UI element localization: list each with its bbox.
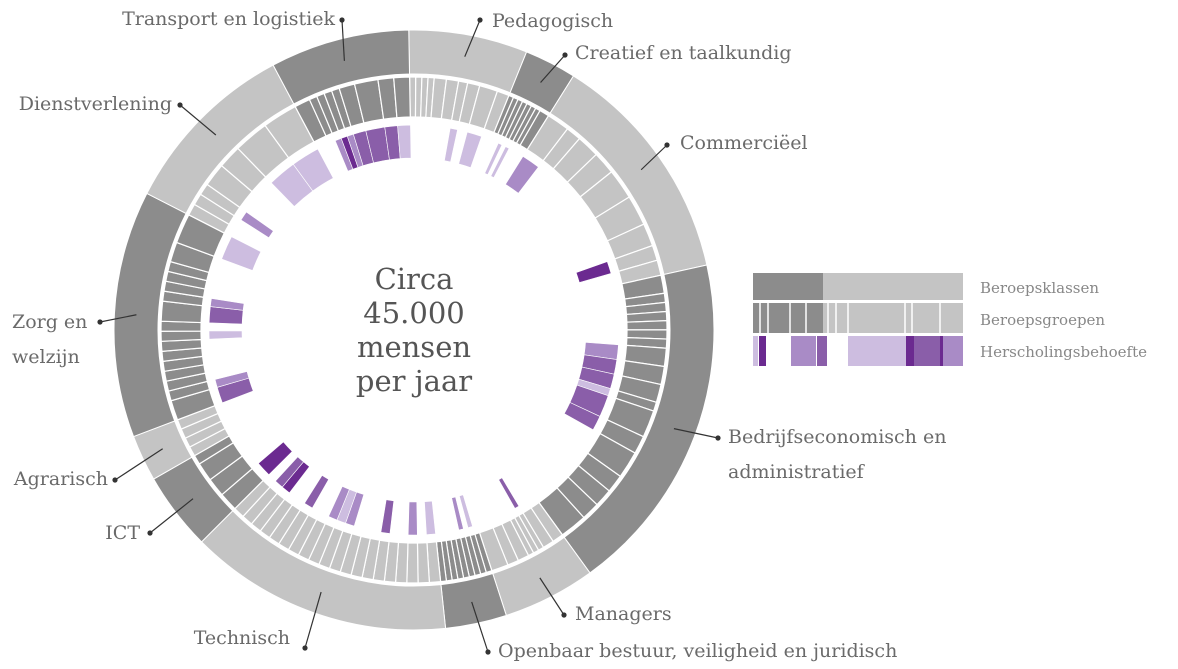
need-arc	[444, 127, 458, 163]
legend-graphic	[753, 273, 963, 366]
legend-swatch	[940, 336, 943, 366]
class-label: Bedrijfseconomisch en administratief	[728, 426, 947, 483]
legend-swatch	[823, 303, 963, 333]
leader-line	[539, 577, 565, 616]
class-label: Technisch	[193, 627, 290, 649]
legend-swatch	[791, 336, 816, 366]
need-arc	[458, 131, 482, 168]
need-arc	[490, 146, 510, 179]
leader-dot	[477, 17, 483, 23]
need-arc	[484, 142, 503, 176]
leader-dot	[561, 612, 567, 618]
need-arc	[407, 501, 418, 536]
class-label: Managers	[575, 603, 672, 625]
leader-line	[99, 314, 137, 323]
legend-swatch	[914, 336, 940, 366]
need-arc	[424, 500, 436, 535]
leader-line	[304, 591, 322, 649]
legend-swatch	[943, 336, 963, 366]
legend-swatch	[753, 303, 823, 333]
leader-line	[640, 144, 668, 171]
center-text: Circa 45.000 mensen per jaar	[355, 262, 473, 398]
legend-swatch	[753, 336, 758, 366]
class-label: Zorg en welzijn	[12, 311, 88, 368]
group-arc	[393, 76, 411, 119]
legend-swatch	[848, 336, 906, 366]
group-arc	[416, 541, 431, 584]
legend-swatch	[753, 273, 823, 300]
leader-dot	[177, 102, 183, 108]
leader-dot	[485, 649, 491, 655]
leader-dot	[147, 530, 153, 536]
need-arc	[304, 474, 330, 509]
class-label: Creatief en taalkundig	[575, 42, 792, 64]
need-arc	[458, 494, 473, 529]
leader-line	[673, 428, 719, 439]
need-arc	[214, 371, 250, 388]
group-arc	[160, 330, 202, 342]
legend-label: Beroepsklassen	[980, 279, 1100, 297]
class-label: Pedagogisch	[492, 10, 614, 32]
legend-swatch	[817, 336, 827, 366]
legend-dividers	[759, 303, 941, 333]
need-arc	[240, 211, 274, 239]
need-arc	[451, 496, 464, 531]
class-arc	[272, 29, 411, 105]
group-arc	[406, 542, 419, 584]
leader-line	[471, 601, 489, 653]
legend-swatch	[906, 336, 914, 366]
leader-dot	[664, 142, 670, 148]
leader-dot	[112, 477, 118, 483]
leader-line	[179, 104, 217, 136]
need-arc	[397, 124, 412, 159]
class-label: Commerciëel	[680, 132, 808, 154]
class-label: ICT	[105, 522, 140, 544]
need-arc	[575, 261, 612, 283]
need-arc	[380, 499, 395, 534]
leader-line	[341, 19, 345, 61]
need-arc	[505, 155, 539, 194]
legend-swatch	[823, 273, 963, 300]
need-arc	[221, 236, 262, 271]
class-label: Agrarisch	[13, 468, 108, 490]
group-arc	[626, 320, 668, 331]
leader-line	[464, 19, 481, 57]
leader-dot	[97, 319, 103, 325]
class-label: Openbaar bestuur, veiligheid en juridisc…	[498, 640, 898, 662]
leader-line	[114, 448, 163, 481]
need-arc	[292, 148, 334, 192]
need-arc	[210, 298, 245, 311]
need-arc	[328, 485, 350, 521]
leader-dot	[562, 52, 568, 58]
legend-swatch	[759, 336, 766, 366]
class-label: Transport en logistiek	[122, 8, 335, 30]
class-label: Dienstverlening	[18, 93, 172, 115]
leader-dot	[339, 17, 345, 23]
need-arc	[498, 477, 520, 509]
leader-dot	[715, 435, 721, 441]
leader-dot	[302, 645, 308, 651]
legend-label: Beroepsgroepen	[980, 311, 1106, 329]
need-arc	[275, 456, 304, 488]
leader-line	[149, 498, 194, 534]
need-arc	[208, 330, 243, 340]
need-arc	[257, 441, 293, 476]
legend-label: Herscholingsbehoefte	[980, 343, 1147, 361]
need-arc	[563, 402, 601, 431]
leader-line	[540, 54, 566, 83]
